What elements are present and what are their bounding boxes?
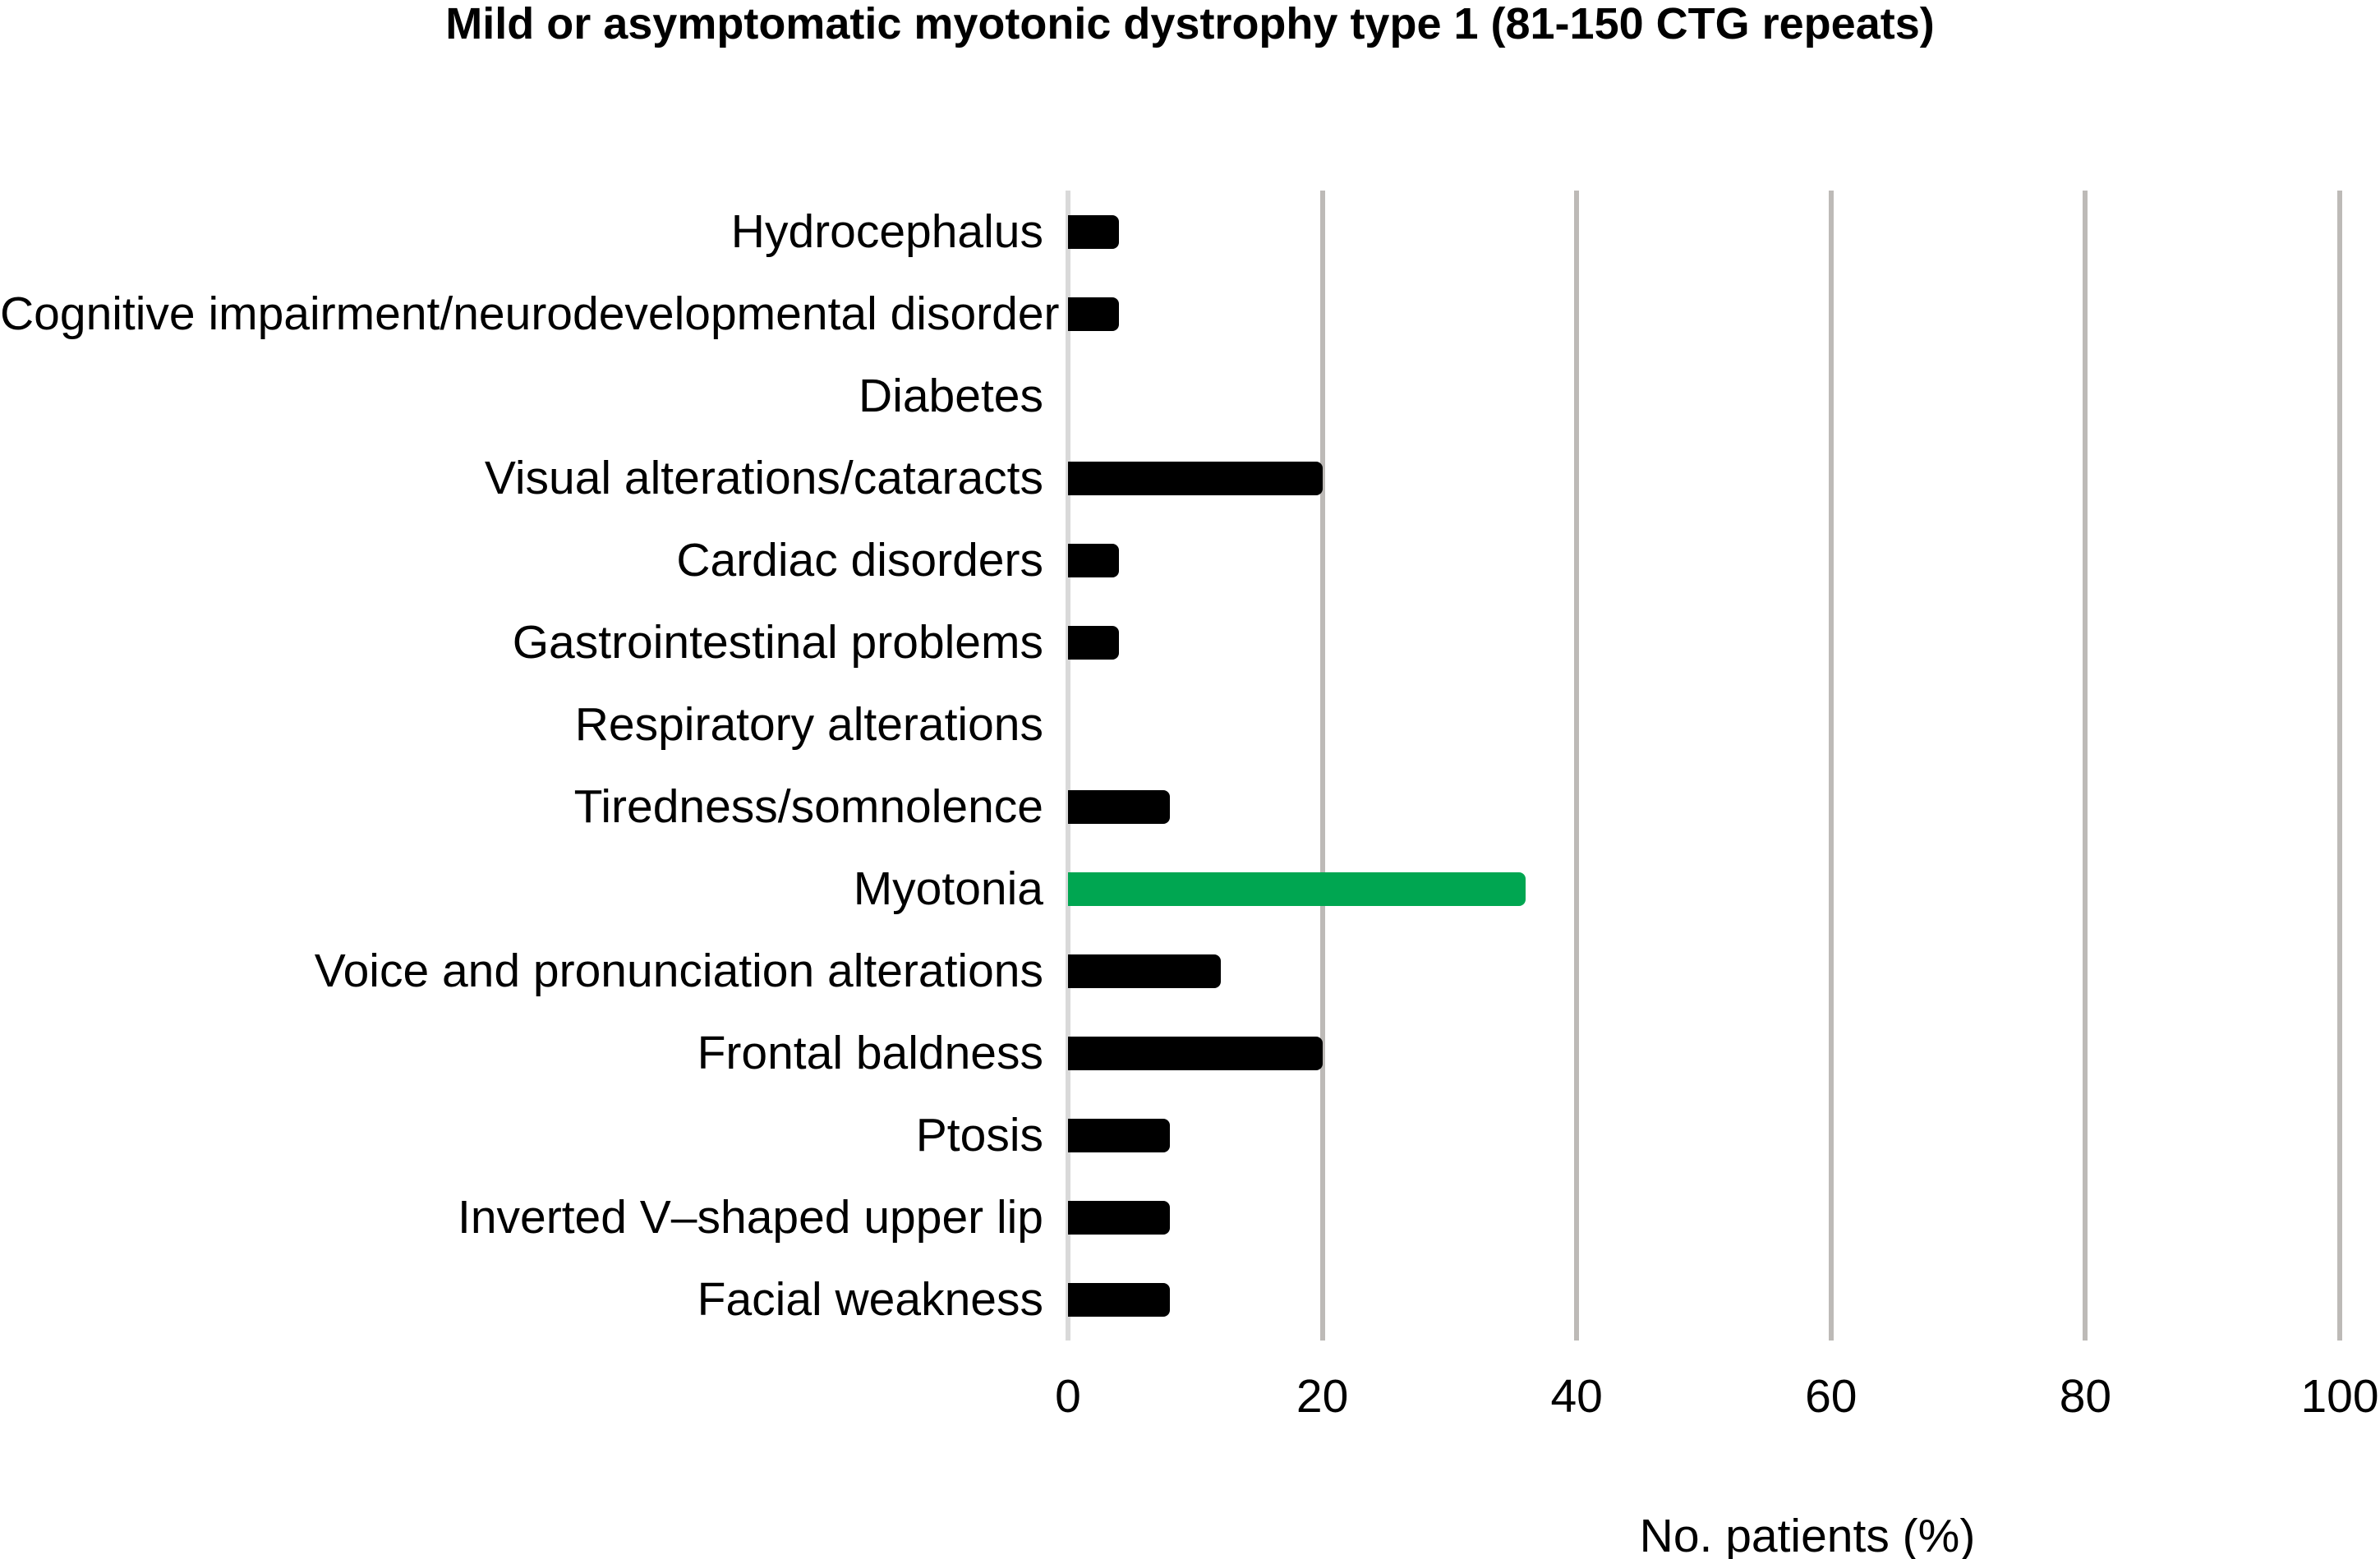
x-tick-label-100: 100: [2300, 1370, 2379, 1423]
gridline-40: [1574, 191, 1580, 1341]
bar-cardiac-disorders: [1068, 543, 1119, 577]
category-label-frontal-baldness: Frontal baldness: [697, 1027, 1043, 1079]
bar-hydrocephalus: [1068, 214, 1119, 249]
category-label-ptosis: Ptosis: [915, 1109, 1043, 1161]
category-label-tiredness-somnolence: Tiredness/somnolence: [573, 780, 1043, 833]
category-label-cognitive-impairment-neurodevelopmental-disorder: Cognitive impairment/neurodevelopmental …: [0, 287, 1060, 340]
bar-inverted-v-shaped-upper-lip: [1068, 1200, 1170, 1235]
category-label-gastrointestinal-problems: Gastrointestinal problems: [512, 616, 1043, 669]
category-label-cardiac-disorders: Cardiac disorders: [676, 534, 1043, 586]
bar-frontal-baldness: [1068, 1036, 1323, 1070]
x-tick-label-80: 80: [2059, 1370, 2112, 1423]
bar-tiredness-somnolence: [1068, 789, 1170, 824]
bar-gastrointestinal-problems: [1068, 625, 1119, 660]
x-tick-label-20: 20: [1296, 1370, 1349, 1423]
chart-title: Mild or asymptomatic myotonic dystrophy …: [445, 0, 1935, 48]
gridline-100: [2337, 191, 2342, 1341]
bar-facial-weakness: [1068, 1282, 1170, 1317]
category-label-myotonia: Myotonia: [853, 862, 1043, 915]
gridline-20: [1319, 191, 1325, 1341]
x-tick-label-40: 40: [1550, 1370, 1603, 1423]
gridline-80: [2083, 191, 2088, 1341]
category-label-visual-alterations-cataracts: Visual alterations/cataracts: [484, 452, 1043, 504]
bar-myotonia: [1068, 871, 1526, 906]
bar-voice-and-pronunciation-alterations: [1068, 954, 1221, 988]
category-label-inverted-v-shaped-upper-lip: Inverted V–shaped upper lip: [457, 1191, 1043, 1244]
bar-cognitive-impairment-neurodevelopmental-disorder: [1068, 297, 1119, 331]
gridline-0: [1066, 191, 1070, 1341]
bar-visual-alterations-cataracts: [1068, 461, 1323, 495]
x-tick-label-0: 0: [1055, 1370, 1081, 1423]
category-label-hydrocephalus: Hydrocephalus: [730, 205, 1043, 258]
bar-ptosis: [1068, 1118, 1170, 1152]
x-tick-label-60: 60: [1805, 1370, 1858, 1423]
category-label-facial-weakness: Facial weakness: [697, 1273, 1043, 1326]
x-axis-label: No. patients (%): [1639, 1510, 1976, 1559]
category-label-respiratory-alterations: Respiratory alterations: [574, 698, 1043, 751]
category-label-diabetes: Diabetes: [859, 370, 1043, 422]
gridline-60: [1828, 191, 1834, 1341]
category-label-voice-and-pronunciation-alterations: Voice and pronunciation alterations: [314, 945, 1043, 997]
